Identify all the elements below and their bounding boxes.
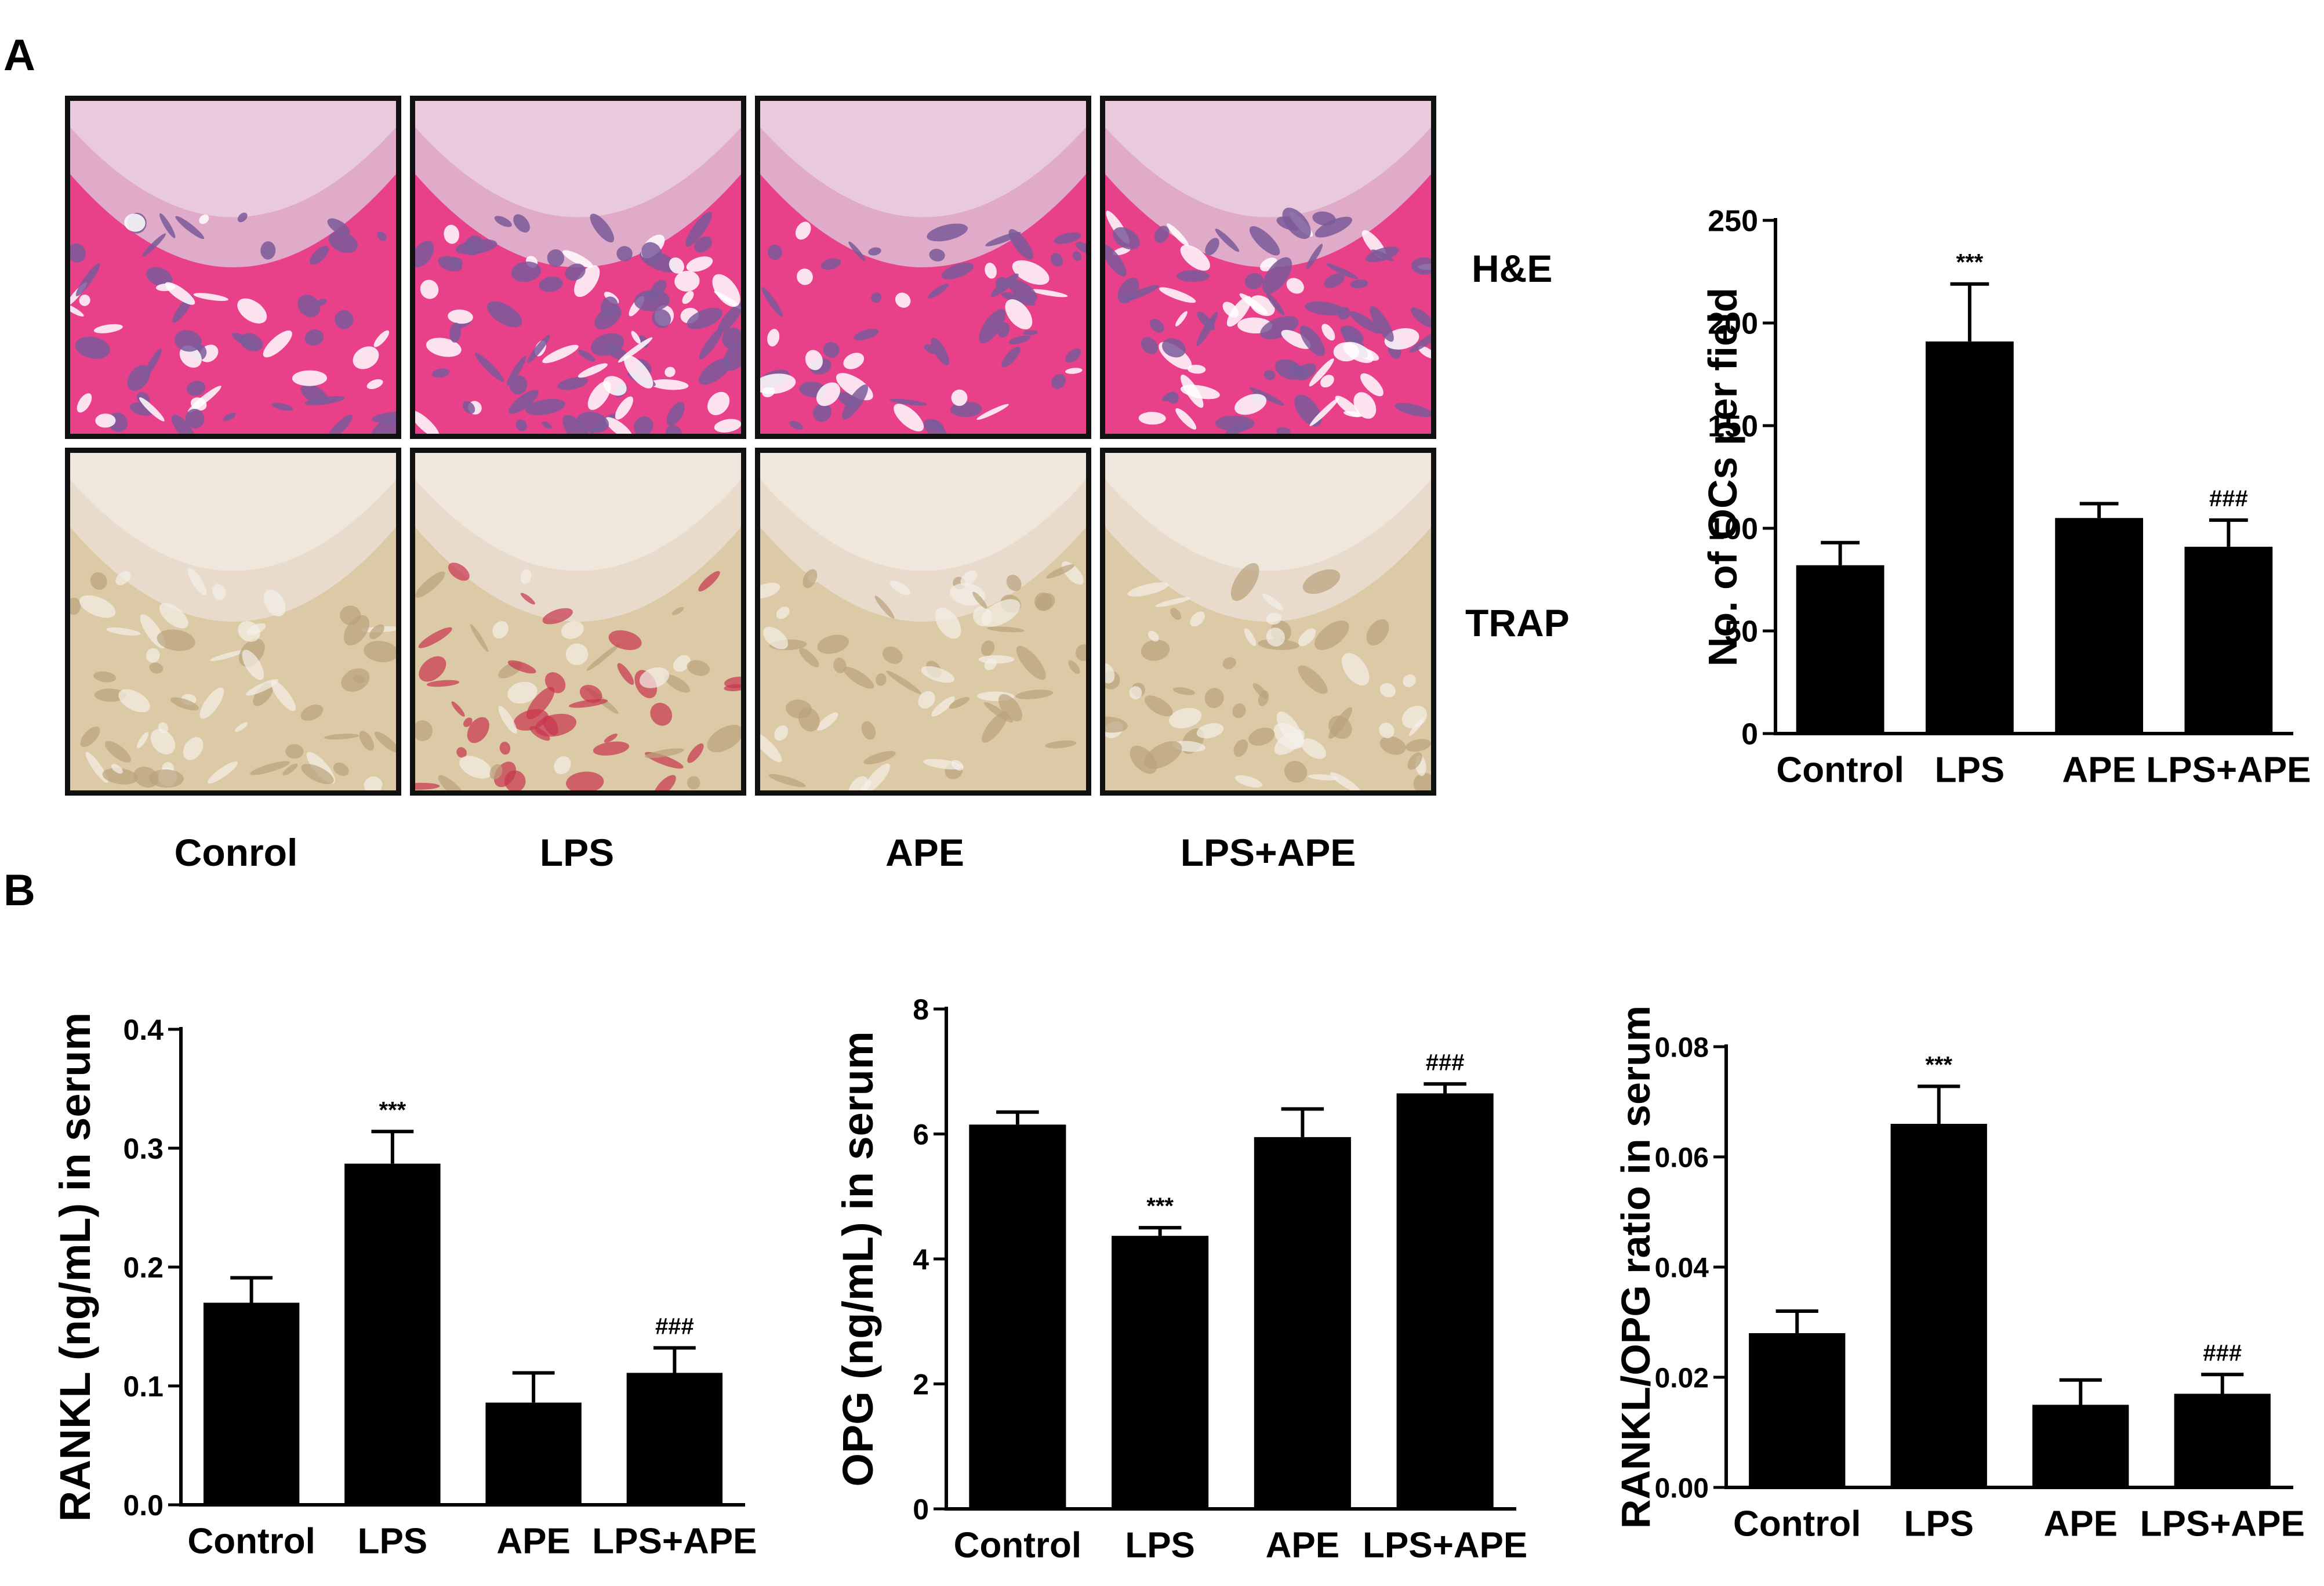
chart-rankl-bar-3 [626, 1373, 723, 1505]
chart-rankl-category-label-3: LPS+APE [592, 1522, 757, 1562]
chart-ocs-bar-3 [2184, 546, 2273, 734]
panel-label-a: A [3, 31, 35, 80]
column-label-lps-ape: LPS+APE [1180, 831, 1356, 874]
chart-ocs-category-label-2: APE [2062, 750, 2136, 790]
chart-ocs-y-axis-label: No. of OCs per field [1700, 288, 1745, 666]
chart-ocs-category-label-3: LPS+APE [2146, 750, 2311, 790]
chart-ratio-category-label-2: APE [2044, 1504, 2118, 1544]
chart-ocs-category-label-1: LPS [1935, 750, 2005, 790]
chart-rankl-significance-3: ### [655, 1313, 694, 1339]
micrograph-he-lps [410, 96, 746, 439]
chart-ocs-bar-0 [1796, 565, 1884, 734]
chart-opg-category-label-3: LPS+APE [1363, 1526, 1527, 1566]
chart-rankl-category-label-1: LPS [358, 1522, 428, 1562]
chart-ratio-y-tick-label: 0.08 [1655, 1032, 1709, 1063]
chart-ratio-y-tick-label: 0.06 [1655, 1142, 1709, 1173]
chart-opg-category-label-0: Control [954, 1526, 1081, 1566]
chart-ocs-y-tick-label: 250 [1708, 205, 1758, 238]
chart-ocs-category-label-0: Control [1776, 750, 1904, 790]
panel-label-b: B [3, 866, 35, 915]
chart-opg-bar-1 [1112, 1236, 1209, 1509]
chart-opg-y-axis-label: OPG (ng/mL) in serum [834, 1031, 882, 1486]
chart-rankl-bar-0 [203, 1302, 300, 1505]
chart-rankl-y-tick-label: 0.0 [123, 1489, 164, 1522]
chart-opg-category-label-1: LPS [1125, 1526, 1195, 1566]
chart-ocs-bar-1 [1925, 341, 2014, 734]
chart-rankl-y-tick-label: 0.4 [123, 1014, 164, 1046]
chart-opg-bar-2 [1254, 1137, 1351, 1509]
chart-ocs-y-tick-label: 100 [1708, 513, 1758, 546]
chart-rankl-category-label-2: APE [496, 1522, 570, 1562]
column-label-lps: LPS [539, 831, 615, 874]
chart-opg-category-label-2: APE [1266, 1526, 1339, 1566]
chart-ratio-significance-1: *** [1925, 1052, 1952, 1077]
chart-rankl-y-tick-label: 0.1 [123, 1370, 164, 1403]
chart-ratio-bar-1 [1890, 1124, 1987, 1487]
chart-rankl-y-tick-label: 0.2 [123, 1251, 164, 1284]
column-label-control: Conrol [174, 831, 298, 874]
chart-opg-bar-3 [1396, 1093, 1494, 1509]
chart-ocs-y-tick-label: 0 [1741, 718, 1758, 752]
chart-opg-y-tick-label: 2 [913, 1369, 929, 1401]
chart-ratio-y-axis-label: RANKL/OPG ratio in serum [1613, 1006, 1658, 1529]
chart-ocs-y-tick-label: 150 [1708, 410, 1758, 444]
micrograph-he-ape [755, 96, 1091, 439]
chart-opg-y-tick-label: 4 [913, 1243, 929, 1276]
chart-ocs-y-tick-label: 50 [1724, 615, 1758, 649]
micrograph-he-lps-ape [1100, 96, 1436, 439]
chart-ratio-bar-2 [2032, 1404, 2129, 1487]
micrograph-trap-control [65, 448, 401, 796]
micrograph-trap-ape [755, 448, 1091, 796]
chart-ocs-significance-1: *** [1956, 250, 1984, 275]
chart-opg-significance-3: ### [1426, 1050, 1465, 1075]
chart-ratio-y-tick-label: 0.00 [1655, 1473, 1709, 1504]
chart-opg-y-tick-label: 6 [913, 1119, 929, 1151]
chart-ocs-bar-2 [2055, 518, 2144, 734]
row-label-trap: TRAP [1465, 601, 1570, 644]
chart-opg-significance-1: *** [1146, 1193, 1174, 1219]
chart-ratio-y-tick-label: 0.04 [1655, 1253, 1709, 1283]
micrograph-trap-lps-ape [1100, 448, 1436, 796]
chart-ratio-y-tick-label: 0.02 [1655, 1363, 1709, 1393]
chart-ocs-significance-3: ### [2209, 486, 2248, 511]
chart-rankl-bar-2 [485, 1402, 582, 1505]
chart-rankl-category-label-0: Control [187, 1522, 315, 1562]
chart-rankl-y-axis-label: RANKL (ng/mL) in serum [51, 1012, 99, 1522]
chart-ratio-bar-0 [1749, 1333, 1846, 1487]
micrograph-he-control [65, 96, 401, 439]
chart-ratio-category-label-3: LPS+APE [2140, 1504, 2305, 1544]
chart-opg-bar-0 [969, 1124, 1066, 1509]
chart-ratio-category-label-1: LPS [1904, 1504, 1974, 1544]
chart-ratio-significance-3: ### [2203, 1340, 2242, 1366]
chart-rankl-bar-1 [344, 1163, 441, 1505]
chart-ratio-category-label-0: Control [1733, 1504, 1861, 1544]
column-label-ape: APE [885, 831, 964, 874]
chart-rankl-y-tick-label: 0.3 [123, 1133, 164, 1165]
chart-opg-y-tick-label: 0 [913, 1493, 929, 1526]
micrograph-trap-lps [410, 448, 746, 796]
row-label-he: H&E [1472, 247, 1553, 290]
chart-opg-y-tick-label: 8 [913, 993, 929, 1026]
chart-rankl-significance-1: *** [379, 1097, 406, 1123]
chart-ratio-bar-3 [2174, 1393, 2271, 1487]
chart-ocs-y-tick-label: 200 [1708, 307, 1758, 341]
